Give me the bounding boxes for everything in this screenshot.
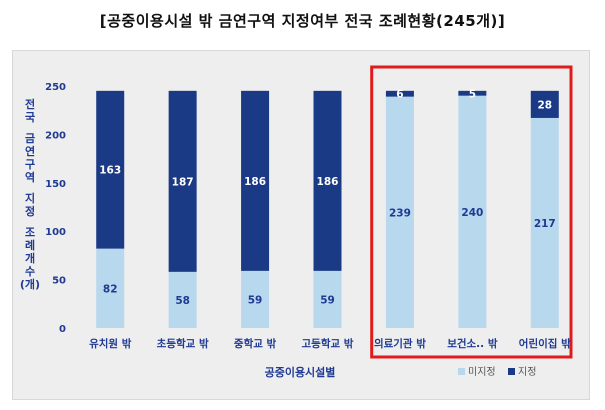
x-tick-label: 유치원 밖 bbox=[89, 337, 132, 350]
data-label: 187 bbox=[172, 176, 194, 188]
y-axis-label-char: 금 bbox=[25, 132, 35, 145]
x-tick-label: 어린이집 밖 bbox=[519, 337, 571, 350]
highlight-box bbox=[370, 65, 573, 359]
y-tick-label: 150 bbox=[45, 179, 66, 190]
data-label: 82 bbox=[103, 283, 118, 295]
x-axis-label: 공중이용시설별 bbox=[265, 365, 336, 379]
data-label: 59 bbox=[248, 294, 263, 306]
data-label: 217 bbox=[534, 218, 556, 230]
bar-segment bbox=[241, 90, 270, 271]
y-axis-label-char: 개 bbox=[25, 251, 35, 265]
x-tick-label: 초등학교 밖 bbox=[157, 337, 209, 350]
bar-segment bbox=[530, 117, 559, 328]
y-axis-label-char: 정 bbox=[25, 204, 35, 218]
bar-segment bbox=[241, 270, 270, 328]
bar-segment bbox=[313, 90, 342, 271]
bar-segment bbox=[168, 271, 197, 328]
bar-segment bbox=[385, 90, 414, 97]
y-axis-label-char: 례 bbox=[25, 238, 35, 252]
bar-segment bbox=[168, 90, 197, 272]
bar-segment bbox=[458, 95, 487, 329]
x-tick-label: 보건소.. 밖 bbox=[447, 337, 498, 350]
y-axis-label-char: 연 bbox=[25, 144, 35, 158]
x-tick-label: 중학교 밖 bbox=[234, 337, 277, 350]
y-tick-label: 200 bbox=[45, 130, 66, 141]
legend-label: 지정 bbox=[518, 366, 536, 378]
y-axis-label-char: 지 bbox=[25, 191, 35, 205]
bar-segment bbox=[96, 90, 125, 249]
bar-segment bbox=[96, 248, 125, 328]
bar-segment bbox=[458, 90, 487, 96]
y-tick-label: 0 bbox=[59, 324, 66, 335]
page-title: [공중이용시설 밖 금연구역 지정여부 전국 조례현황(245개)] bbox=[99, 12, 506, 30]
legend-swatch bbox=[458, 368, 465, 375]
bar-segment bbox=[313, 270, 342, 328]
bar-segment bbox=[530, 90, 559, 118]
data-label: 186 bbox=[244, 176, 266, 188]
y-axis-label-char: (개) bbox=[20, 277, 40, 291]
data-label: 163 bbox=[99, 165, 121, 177]
y-tick-label: 100 bbox=[45, 227, 66, 238]
y-axis-label-char: 전 bbox=[25, 97, 35, 111]
legend-label: 미지정 bbox=[468, 366, 496, 378]
data-label: 240 bbox=[461, 207, 483, 219]
data-label: 5 bbox=[469, 88, 476, 100]
y-axis-label-char: 수 bbox=[25, 265, 35, 278]
data-label: 186 bbox=[317, 176, 339, 188]
y-tick-label: 50 bbox=[52, 276, 66, 287]
x-tick-label: 의료기관 밖 bbox=[374, 337, 426, 350]
data-label: 6 bbox=[396, 89, 403, 101]
x-tick-label: 고등학교 밖 bbox=[302, 337, 354, 350]
data-label: 59 bbox=[320, 294, 335, 306]
data-label: 58 bbox=[175, 295, 190, 307]
y-axis-label-char: 조 bbox=[25, 226, 35, 239]
data-label: 28 bbox=[537, 99, 552, 111]
y-axis-label-char: 구 bbox=[25, 158, 35, 171]
y-axis-label-char: 역 bbox=[25, 170, 35, 184]
data-label: 239 bbox=[389, 207, 411, 219]
y-tick-label: 250 bbox=[45, 82, 66, 93]
legend-swatch bbox=[508, 368, 515, 375]
y-axis-label-char: 국 bbox=[25, 111, 35, 124]
bar-segment bbox=[385, 96, 414, 328]
